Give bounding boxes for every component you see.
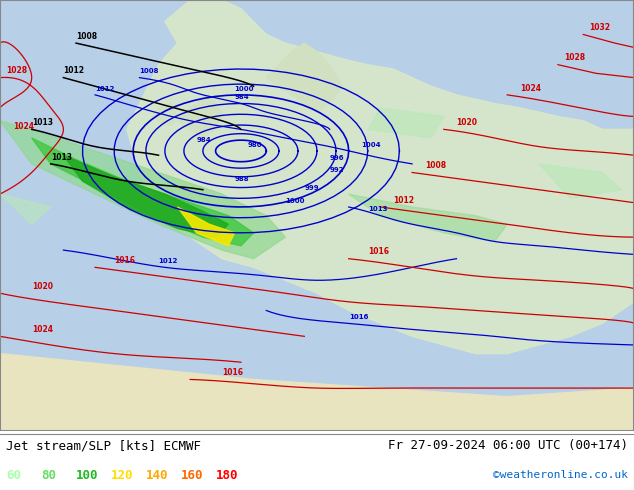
Text: 1012: 1012 xyxy=(63,66,84,75)
Polygon shape xyxy=(178,95,222,138)
Text: 80: 80 xyxy=(41,469,56,482)
Text: 1013: 1013 xyxy=(368,206,387,212)
Text: 120: 120 xyxy=(111,469,133,482)
Text: 1016: 1016 xyxy=(114,256,135,265)
Text: 992: 992 xyxy=(330,168,344,173)
Text: 1024: 1024 xyxy=(520,84,541,93)
Text: 1000: 1000 xyxy=(285,197,305,204)
Text: 1012: 1012 xyxy=(393,196,414,205)
Polygon shape xyxy=(0,354,634,431)
Text: 1024: 1024 xyxy=(13,122,34,131)
Text: 984: 984 xyxy=(197,137,211,143)
Text: 1028: 1028 xyxy=(564,53,585,62)
Text: ©weatheronline.co.uk: ©weatheronline.co.uk xyxy=(493,470,628,480)
Text: 1013: 1013 xyxy=(51,152,72,162)
Text: 180: 180 xyxy=(216,469,238,482)
Text: 1024: 1024 xyxy=(32,325,53,334)
Text: 1008: 1008 xyxy=(425,161,446,170)
Text: 1012: 1012 xyxy=(95,86,115,92)
Text: 1016: 1016 xyxy=(222,368,243,377)
Polygon shape xyxy=(63,155,228,237)
Text: 1004: 1004 xyxy=(361,142,381,147)
Text: 140: 140 xyxy=(146,469,168,482)
Text: 1008: 1008 xyxy=(139,68,159,74)
Text: 1016: 1016 xyxy=(349,314,368,320)
Text: Fr 27-09-2024 06:00 UTC (00+174): Fr 27-09-2024 06:00 UTC (00+174) xyxy=(387,440,628,452)
Text: 999: 999 xyxy=(304,185,319,191)
Text: Jet stream/SLP [kts] ECMWF: Jet stream/SLP [kts] ECMWF xyxy=(6,440,202,452)
Polygon shape xyxy=(127,0,634,354)
Text: 1013: 1013 xyxy=(32,118,53,127)
Text: 1032: 1032 xyxy=(590,23,611,32)
Text: 980: 980 xyxy=(247,142,262,147)
Polygon shape xyxy=(32,138,254,246)
Polygon shape xyxy=(539,164,621,198)
Polygon shape xyxy=(368,108,444,138)
Text: 1000: 1000 xyxy=(235,86,254,92)
Text: 1012: 1012 xyxy=(158,258,178,264)
Text: 1020: 1020 xyxy=(456,118,477,127)
Text: 1020: 1020 xyxy=(32,282,53,291)
Polygon shape xyxy=(152,103,178,125)
Text: 100: 100 xyxy=(76,469,98,482)
Polygon shape xyxy=(178,207,235,246)
FancyBboxPatch shape xyxy=(0,0,634,431)
Text: 60: 60 xyxy=(6,469,22,482)
Polygon shape xyxy=(266,43,342,112)
Polygon shape xyxy=(0,121,285,259)
Polygon shape xyxy=(0,194,51,224)
Text: 160: 160 xyxy=(181,469,203,482)
Text: 996: 996 xyxy=(330,154,344,161)
Polygon shape xyxy=(349,194,507,242)
Text: 984: 984 xyxy=(235,94,249,100)
Text: 988: 988 xyxy=(235,176,249,182)
Text: 1016: 1016 xyxy=(368,247,389,256)
Text: 1008: 1008 xyxy=(76,32,97,41)
Text: 1028: 1028 xyxy=(6,66,27,75)
